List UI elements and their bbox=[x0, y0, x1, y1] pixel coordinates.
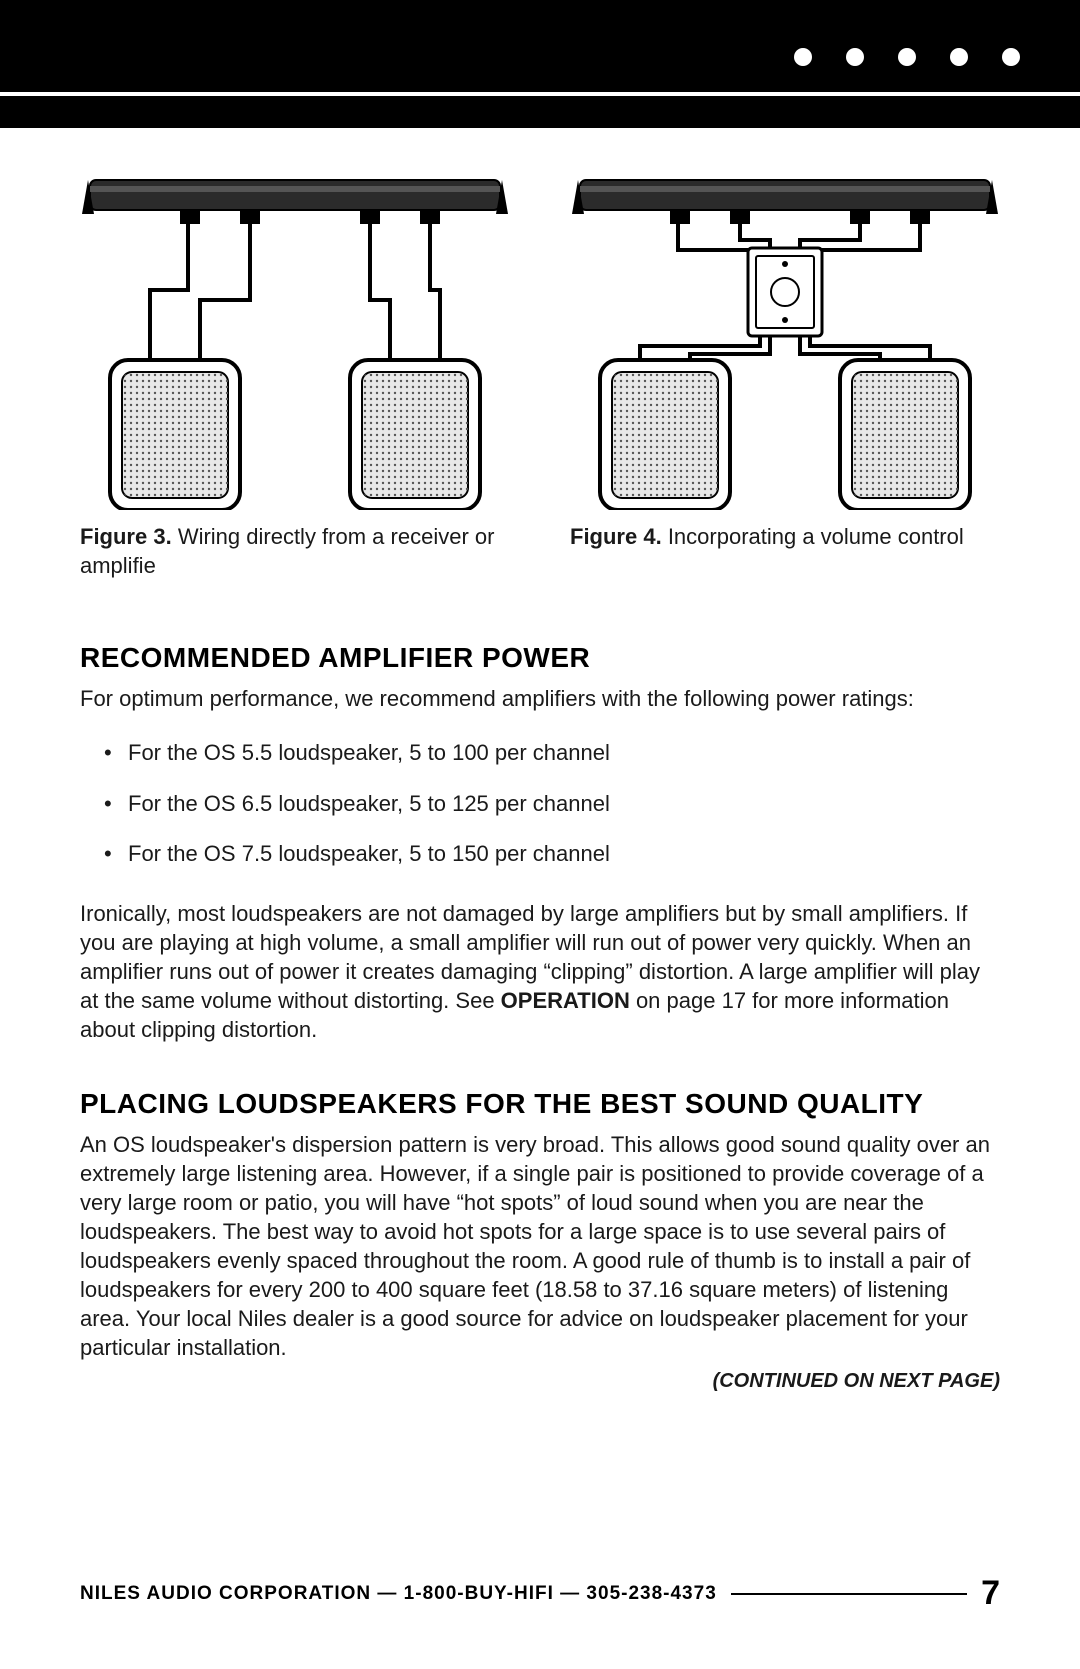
figures-row: Figure 3. Wiring directly from a receive… bbox=[80, 170, 1000, 580]
dot-icon bbox=[846, 48, 864, 66]
page-number: 7 bbox=[981, 1574, 1000, 1613]
figure-4: Figure 4. Incorporating a volume control bbox=[570, 170, 1000, 580]
figure-3: Figure 3. Wiring directly from a receive… bbox=[80, 170, 510, 580]
dot-icon bbox=[950, 48, 968, 66]
section-placement: PLACING LOUDSPEAKERS FOR THE BEST SOUND … bbox=[80, 1088, 1000, 1393]
figure-4-label: Figure 4. bbox=[570, 524, 662, 549]
continued-label: (CONTINUED ON NEXT PAGE) bbox=[80, 1370, 1000, 1393]
page-content: Figure 3. Wiring directly from a receive… bbox=[80, 170, 1000, 1393]
footer-rule bbox=[731, 1593, 967, 1595]
wiring-diagram-3-icon bbox=[80, 170, 510, 510]
header-rule bbox=[0, 92, 1080, 96]
list-item: For the OS 7.5 loudspeaker, 5 to 150 per… bbox=[128, 840, 1000, 869]
header-bar bbox=[0, 0, 1080, 128]
figure-3-caption: Figure 3. Wiring directly from a receive… bbox=[80, 523, 510, 580]
intro-paragraph: For optimum performance, we recommend am… bbox=[80, 684, 1000, 713]
list-item: For the OS 6.5 loudspeaker, 5 to 125 per… bbox=[128, 790, 1000, 819]
figure-4-text: Incorporating a volume control bbox=[668, 524, 964, 549]
footer-text: NILES AUDIO CORPORATION — 1-800-BUY-HIFI… bbox=[80, 1583, 717, 1605]
list-item: For the OS 5.5 loudspeaker, 5 to 100 per… bbox=[128, 739, 1000, 768]
para-bold: OPERATION bbox=[501, 988, 630, 1013]
power-ratings-list: For the OS 5.5 loudspeaker, 5 to 100 per… bbox=[80, 739, 1000, 869]
dot-icon bbox=[1002, 48, 1020, 66]
dot-icon bbox=[898, 48, 916, 66]
dot-icon bbox=[794, 48, 812, 66]
figure-3-label: Figure 3. bbox=[80, 524, 172, 549]
heading-amplifier-power: RECOMMENDED AMPLIFIER POWER bbox=[80, 642, 1000, 674]
wiring-diagram-4-icon bbox=[570, 170, 1000, 510]
header-dots bbox=[794, 48, 1020, 66]
clipping-paragraph: Ironically, most loudspeakers are not da… bbox=[80, 899, 1000, 1044]
figure-4-caption: Figure 4. Incorporating a volume control bbox=[570, 523, 1000, 552]
heading-placement: PLACING LOUDSPEAKERS FOR THE BEST SOUND … bbox=[80, 1088, 1000, 1120]
page-footer: NILES AUDIO CORPORATION — 1-800-BUY-HIFI… bbox=[80, 1574, 1000, 1613]
placement-paragraph: An OS loudspeaker's dispersion pattern i… bbox=[80, 1130, 1000, 1362]
